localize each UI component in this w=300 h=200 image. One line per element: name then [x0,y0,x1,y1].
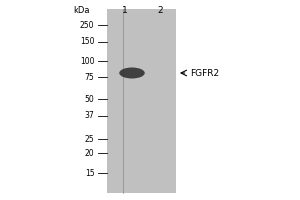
Text: 15: 15 [85,168,94,178]
Text: 37: 37 [85,112,94,120]
Text: 25: 25 [85,134,94,144]
Bar [106,9,176,193]
Text: 1: 1 [122,6,128,15]
Text: 250: 250 [80,21,94,29]
Text: 150: 150 [80,38,94,46]
Text: 2: 2 [158,6,163,15]
Text: 75: 75 [85,72,94,82]
Text: 20: 20 [85,148,94,158]
Ellipse shape [119,68,145,78]
Text: 50: 50 [85,95,94,104]
Text: 100: 100 [80,56,94,66]
Text: FGFR2: FGFR2 [190,68,220,77]
Text: kDa: kDa [73,6,89,15]
